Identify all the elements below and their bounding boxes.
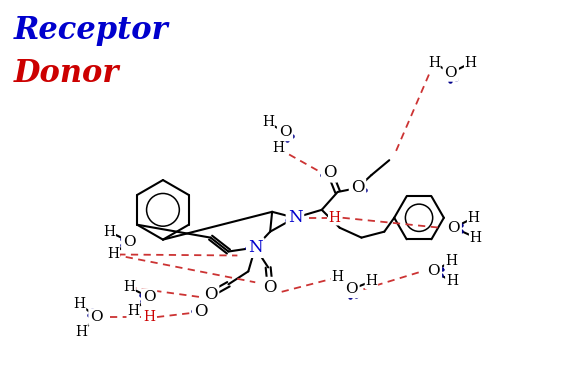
- Text: O: O: [204, 286, 218, 303]
- Text: O: O: [427, 264, 440, 278]
- Text: O: O: [123, 235, 136, 249]
- Text: H: H: [127, 304, 139, 318]
- Text: O: O: [90, 310, 103, 324]
- Text: O: O: [351, 180, 364, 196]
- Text: H: H: [465, 56, 477, 70]
- Text: O: O: [194, 303, 208, 320]
- Text: Receptor: Receptor: [14, 15, 169, 46]
- Text: O: O: [345, 282, 358, 296]
- Text: H: H: [428, 56, 440, 70]
- Text: O: O: [279, 125, 291, 140]
- Text: H: H: [143, 310, 155, 324]
- Text: H: H: [365, 274, 378, 288]
- Text: H: H: [262, 116, 274, 129]
- Text: H: H: [123, 280, 135, 294]
- Text: H: H: [446, 274, 458, 288]
- Text: H: H: [470, 231, 481, 244]
- Text: H: H: [103, 225, 115, 238]
- Text: O: O: [444, 66, 457, 80]
- Text: H: H: [445, 255, 457, 268]
- Text: H: H: [74, 297, 86, 311]
- Text: H: H: [467, 211, 480, 225]
- Text: O: O: [447, 221, 460, 235]
- Text: O: O: [263, 279, 277, 296]
- Text: H: H: [107, 248, 119, 261]
- Text: O: O: [143, 290, 155, 304]
- Text: N: N: [248, 239, 263, 256]
- Text: H: H: [329, 211, 340, 225]
- Text: N: N: [288, 209, 302, 226]
- Text: H: H: [332, 270, 343, 284]
- Text: O: O: [323, 164, 336, 181]
- Text: H: H: [75, 325, 88, 339]
- Text: Donor: Donor: [14, 58, 119, 89]
- Text: H: H: [272, 141, 284, 155]
